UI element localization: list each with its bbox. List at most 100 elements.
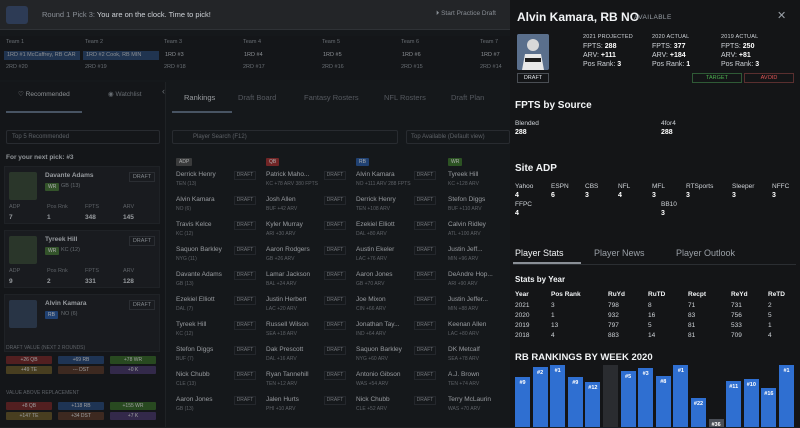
tab-fantasy-rosters[interactable]: Fantasy Rosters xyxy=(304,93,359,102)
ranking-player-cell[interactable]: Joe Mixon CIN +66 ARV DRAFT xyxy=(352,293,440,317)
draft-button[interactable]: DRAFT xyxy=(324,171,346,180)
draft-button[interactable]: DRAFT xyxy=(234,271,256,280)
week-bar[interactable] xyxy=(743,378,759,427)
ranking-player-cell[interactable]: Jonathan Tay... IND +64 ARV DRAFT xyxy=(352,318,440,342)
draft-button[interactable]: DRAFT xyxy=(414,221,436,230)
ranking-player-cell[interactable]: Ryan Tannehill TEN +12 ARV DRAFT xyxy=(262,368,350,392)
draft-button[interactable]: DRAFT xyxy=(414,246,436,255)
recommended-player-card[interactable]: Tyreek Hill WR KC (12) DRAFT ADP 9 Pos Rnk 2 FPT… xyxy=(4,230,160,288)
week-bar[interactable] xyxy=(779,365,794,427)
draft-button[interactable]: DRAFT xyxy=(414,321,436,330)
draft-button[interactable]: DRAFT xyxy=(414,296,436,305)
recommended-player-card[interactable]: Davante Adams WR GB (13) DRAFT ADP 7 Pos Rnk 1 F… xyxy=(4,166,160,224)
player-search-input[interactable]: Player Search (F12) xyxy=(172,130,398,144)
draft-button[interactable]: DRAFT xyxy=(234,171,256,180)
team-column[interactable]: Team 4 1RD #4 2RD #17 xyxy=(237,36,317,80)
ranking-player-cell[interactable]: Alvin Kamara NO (6) DRAFT xyxy=(172,193,260,217)
week-bar[interactable] xyxy=(620,371,636,427)
collapse-chevron-icon[interactable]: ‹ xyxy=(162,86,165,96)
draft-button[interactable]: DRAFT xyxy=(234,396,256,405)
draft-button[interactable]: DRAFT xyxy=(234,196,256,205)
tab-player-stats[interactable]: Player Stats xyxy=(515,248,564,258)
close-icon[interactable]: ✕ xyxy=(777,10,787,22)
top-available-select[interactable]: Top Available (Default view) xyxy=(406,130,510,144)
draft-button[interactable]: DRAFT xyxy=(129,300,155,310)
ranking-player-cell[interactable]: A.J. Brown TEN +74 ARV xyxy=(444,368,510,392)
ranking-player-cell[interactable]: Tyreek Hill KC +128 ARV xyxy=(444,168,510,192)
start-practice-button[interactable]: ⏵ Start Practice Draft xyxy=(436,10,496,17)
ranking-player-cell[interactable]: Justin Jeffer... MIN +88 ARV xyxy=(444,293,510,317)
week-bar[interactable] xyxy=(673,365,689,427)
week-bar[interactable] xyxy=(708,419,724,427)
draft-button[interactable]: DRAFT xyxy=(414,371,436,380)
ranking-player-cell[interactable]: Antonio Gibson WAS +54 ARV DRAFT xyxy=(352,368,440,392)
target-button[interactable]: TARGET xyxy=(692,73,742,83)
ranking-player-cell[interactable]: DK Metcalf SEA +78 ARV xyxy=(444,343,510,367)
ranking-player-cell[interactable]: Davante Adams GB (13) DRAFT xyxy=(172,268,260,292)
ranking-player-cell[interactable]: Saquon Barkley NYG +60 ARV DRAFT xyxy=(352,343,440,367)
team-column[interactable]: Team 2 1RD #2 Cook, RB MIN 2RD #19 xyxy=(79,36,159,80)
ranking-player-cell[interactable]: Stefon Diggs BUF +110 ARV xyxy=(444,193,510,217)
draft-button[interactable]: DRAFT xyxy=(324,246,346,255)
draft-button[interactable]: DRAFT xyxy=(414,171,436,180)
week-bar[interactable] xyxy=(550,365,566,427)
ranking-player-cell[interactable]: Aaron Jones GB (13) DRAFT xyxy=(172,393,260,417)
ranking-player-cell[interactable]: Aaron Rodgers GB +26 ARV DRAFT xyxy=(262,243,350,267)
week-bar[interactable] xyxy=(567,377,583,427)
ranking-player-cell[interactable]: Kyler Murray ARI +30 ARV DRAFT xyxy=(262,218,350,242)
ranking-player-cell[interactable]: Ezekiel Elliott DAL +80 ARV DRAFT xyxy=(352,218,440,242)
week-bar[interactable] xyxy=(655,375,671,427)
ranking-player-cell[interactable]: Saquon Barkley NYG (11) DRAFT xyxy=(172,243,260,267)
tab-watchlist[interactable]: ◉ Watchlist xyxy=(108,91,142,98)
ranking-player-cell[interactable]: Nick Chubb CLE +52 ARV DRAFT xyxy=(352,393,440,417)
week-bar[interactable] xyxy=(532,366,548,427)
ranking-player-cell[interactable]: Russell Wilson SEA +18 ARV DRAFT xyxy=(262,318,350,342)
team-column[interactable]: Team 7 1RD #7 2RD #14 xyxy=(474,36,554,80)
draft-button[interactable]: DRAFT xyxy=(234,221,256,230)
team-column[interactable]: Team 1 1RD #1 McCaffrey, RB CAR 2RD #20 xyxy=(0,36,80,80)
top-recommended-select[interactable]: Top 5 Recommended xyxy=(6,130,160,144)
draft-button[interactable]: DRAFT xyxy=(517,73,549,83)
week-bar[interactable] xyxy=(761,388,777,427)
avoid-button[interactable]: AVOID xyxy=(744,73,794,83)
draft-button[interactable]: DRAFT xyxy=(234,296,256,305)
draft-button[interactable]: DRAFT xyxy=(234,371,256,380)
draft-button[interactable]: DRAFT xyxy=(324,296,346,305)
ranking-player-cell[interactable]: Austin Ekeler LAC +76 ARV DRAFT xyxy=(352,243,440,267)
ranking-player-cell[interactable]: Jalen Hurts PHI +10 ARV DRAFT xyxy=(262,393,350,417)
ranking-player-cell[interactable]: Patrick Maho... KC +78 ARV 380 FPTS DRAFT xyxy=(262,168,350,192)
ranking-player-cell[interactable]: Derrick Henry TEN +108 ARV DRAFT xyxy=(352,193,440,217)
team-column[interactable]: Team 5 1RD #5 2RD #16 xyxy=(316,36,396,80)
week-bar[interactable] xyxy=(726,380,742,427)
ranking-player-cell[interactable]: Lamar Jackson BAL +24 ARV DRAFT xyxy=(262,268,350,292)
team-column[interactable]: Team 6 1RD #6 2RD #15 xyxy=(395,36,475,80)
draft-button[interactable]: DRAFT xyxy=(234,246,256,255)
ranking-player-cell[interactable]: Derrick Henry TEN (13) DRAFT xyxy=(172,168,260,192)
draft-button[interactable]: DRAFT xyxy=(129,236,155,246)
draft-button[interactable]: DRAFT xyxy=(414,271,436,280)
draft-button[interactable]: DRAFT xyxy=(414,346,436,355)
ranking-player-cell[interactable]: Travis Kelce KC (12) DRAFT xyxy=(172,218,260,242)
draft-button[interactable]: DRAFT xyxy=(324,396,346,405)
draft-button[interactable]: DRAFT xyxy=(324,221,346,230)
tab-rankings[interactable]: Rankings xyxy=(184,93,216,102)
draft-button[interactable]: DRAFT xyxy=(324,196,346,205)
ranking-player-cell[interactable]: Calvin Ridley ATL +100 ARV xyxy=(444,218,510,242)
ranking-player-cell[interactable]: Stefon Diggs BUF (7) DRAFT xyxy=(172,343,260,367)
week-bar[interactable] xyxy=(515,377,530,427)
ranking-player-cell[interactable]: Josh Allen BUF +42 ARV DRAFT xyxy=(262,193,350,217)
ranking-player-cell[interactable]: Terry McLaurin WAS +70 ARV xyxy=(444,393,510,417)
ranking-player-cell[interactable]: Dak Prescott DAL +16 ARV DRAFT xyxy=(262,343,350,367)
ranking-player-cell[interactable]: Ezekiel Elliott DAL (7) DRAFT xyxy=(172,293,260,317)
tab-recommended[interactable]: ♡ Recommended xyxy=(18,91,70,98)
week-bar[interactable] xyxy=(603,365,618,427)
ranking-player-cell[interactable]: Keenan Allen LAC +80 ARV xyxy=(444,318,510,342)
draft-button[interactable]: DRAFT xyxy=(234,321,256,330)
recommended-player-card[interactable]: Alvin Kamara RB NO (6) DRAFT xyxy=(4,294,160,352)
ranking-player-cell[interactable]: DeAndre Hop... ARI +90 ARV xyxy=(444,268,510,292)
ranking-player-cell[interactable]: Alvin Kamara NO +111 ARV 288 FPTS DRAFT xyxy=(352,168,440,192)
draft-button[interactable]: DRAFT xyxy=(324,371,346,380)
tab-player-outlook[interactable]: Player Outlook xyxy=(676,248,736,258)
draft-button[interactable]: DRAFT xyxy=(234,346,256,355)
draft-button[interactable]: DRAFT xyxy=(324,321,346,330)
